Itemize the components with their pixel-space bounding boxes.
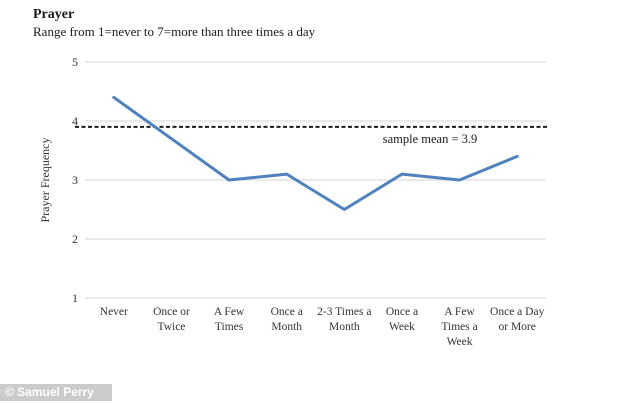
sample-mean-label: sample mean = 3.9 — [382, 132, 478, 146]
y-tick-label: 5 — [72, 55, 78, 69]
x-axis-label: A Few Times a Week — [441, 306, 478, 348]
x-axis-label: Once a Week — [385, 306, 419, 333]
y-tick-label: 1 — [72, 291, 78, 305]
y-tick-label: 4 — [72, 114, 78, 128]
x-axis-label: Once or Twice — [153, 306, 190, 333]
x-axis-label: Once a Day or More — [490, 306, 545, 333]
line-series — [112, 95, 519, 211]
y-axis-title: Prayer Frequency — [38, 137, 52, 223]
chart-title: Prayer — [33, 7, 75, 22]
x-axis-label: Never — [99, 306, 128, 318]
credit-watermark: © Samuel Perry — [0, 384, 112, 401]
chart-subtitle: Range from 1=never to 7=more than three … — [33, 24, 316, 39]
y-tick-label: 2 — [72, 232, 78, 246]
x-axis-label: A Few Times — [213, 306, 245, 333]
x-axis-label: 2-3 Times a Month — [317, 306, 372, 333]
y-tick-label: 3 — [72, 173, 78, 187]
x-axis-label: Once a Month — [270, 306, 303, 333]
